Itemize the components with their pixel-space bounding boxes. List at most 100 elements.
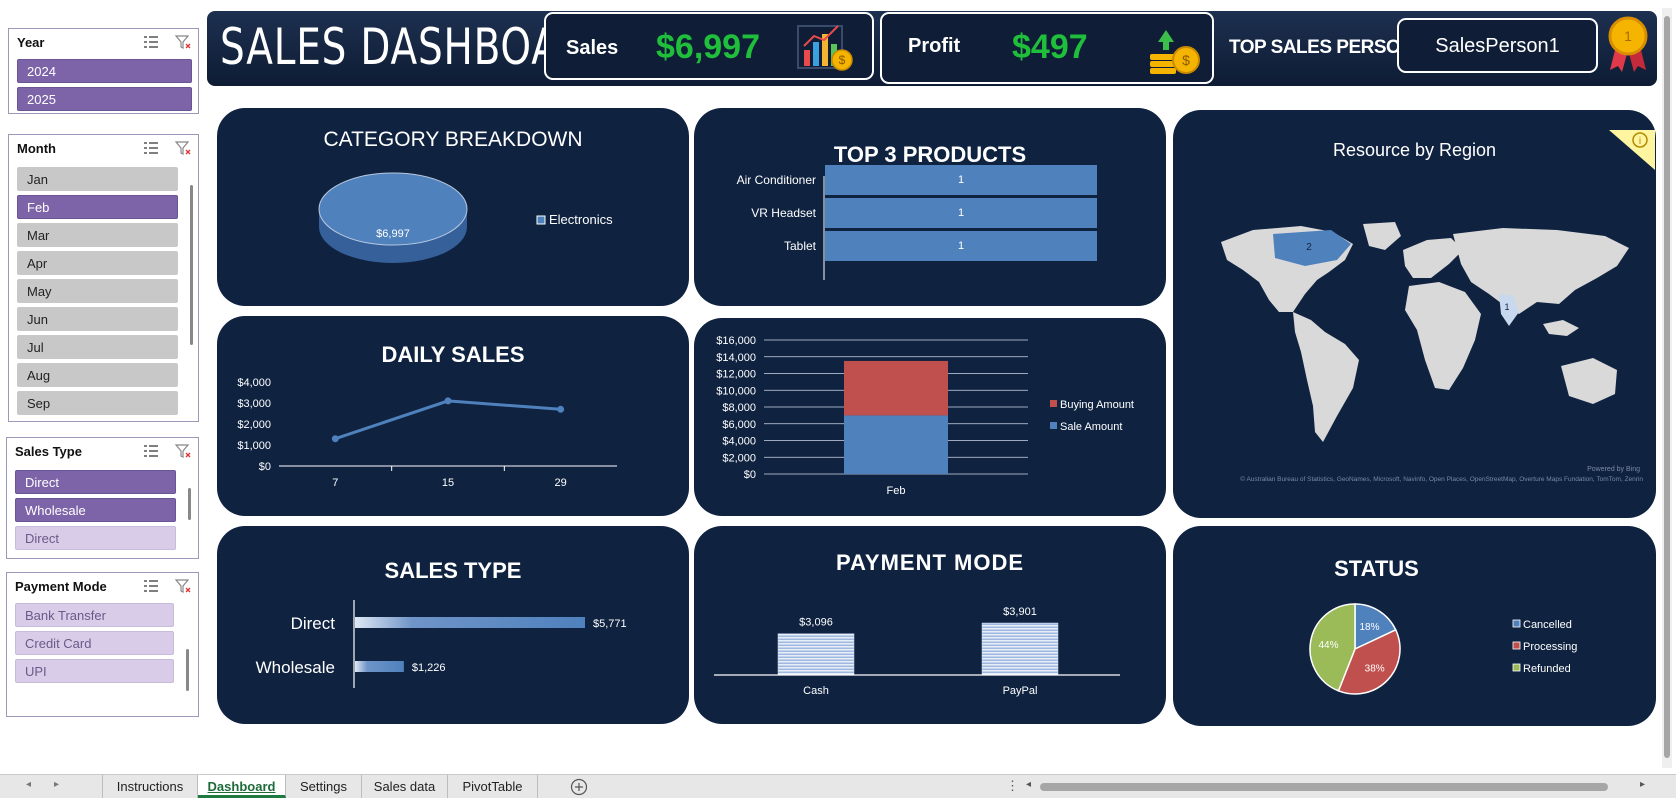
- bs-legend-label-1: Sale Amount: [1060, 421, 1122, 433]
- multi-select-icon[interactable]: [142, 33, 160, 51]
- sales-type-item-direct[interactable]: Direct: [15, 470, 176, 494]
- sales-type-item-wholesale[interactable]: Wholesale: [15, 498, 176, 522]
- clear-filter-icon[interactable]: [174, 442, 192, 460]
- payment-bar-0: [777, 633, 855, 676]
- month-item-apr[interactable]: Apr: [17, 251, 178, 275]
- status-slice-label-1: 38%: [1365, 663, 1385, 674]
- category-breakdown-panel: CATEGORY BREAKDOWN $6,997 Electronics: [217, 108, 689, 306]
- region-map-title: Resource by Region: [1332, 140, 1497, 160]
- payment-mode-slicer: Payment Mode Bank Transfer Credit Card U…: [6, 572, 199, 717]
- sales-type-bar-label-0: $5,771: [593, 618, 627, 630]
- status-legend-label-0: Cancelled: [1523, 619, 1572, 631]
- payment-item-credit-card[interactable]: Credit Card: [15, 631, 174, 655]
- horizontal-scrollbar[interactable]: [1040, 783, 1608, 791]
- tab-pivottable[interactable]: PivotTable: [448, 775, 538, 798]
- month-item-aug[interactable]: Aug: [17, 363, 178, 387]
- region-map-panel: Resource by Region i 2 1 Powered by Bing…: [1173, 110, 1656, 518]
- svg-text:i: i: [1639, 136, 1641, 147]
- month-slicer-scrollbar[interactable]: [190, 185, 193, 345]
- status-title: STATUS: [1334, 556, 1419, 581]
- map-south-america: [1293, 312, 1359, 442]
- month-item-feb[interactable]: Feb: [17, 195, 178, 219]
- daily-sales-panel: DAILY SALES $0 $1,000 $2,000 $3,000 $4,000 7 1…: [217, 316, 689, 516]
- sales-kpi-card: Sales $6,997 $: [544, 12, 874, 80]
- coins-growth-icon: $: [1150, 30, 1200, 74]
- hscroll-left-arrow[interactable]: ◂: [1026, 779, 1032, 790]
- year-item-2025[interactable]: 2025: [17, 87, 192, 111]
- month-item-jul[interactable]: Jul: [17, 335, 178, 359]
- payment-category-1: PayPal: [1003, 685, 1038, 697]
- payment-bar-1: [981, 622, 1059, 676]
- daily-y-tick-4: $4,000: [237, 377, 271, 389]
- daily-y-tick-3: $3,000: [237, 398, 271, 410]
- tab-next-arrow[interactable]: ▸: [54, 779, 60, 790]
- sales-type-scrollbar[interactable]: [188, 488, 191, 520]
- tab-sales-data[interactable]: Sales data: [362, 775, 448, 798]
- daily-x-tick-1: 15: [442, 477, 454, 489]
- sales-type-bar-0: [355, 617, 585, 628]
- payment-item-upi[interactable]: UPI: [15, 659, 174, 683]
- map-india: [1499, 294, 1519, 326]
- bs-y-tick-6: $12,000: [716, 369, 756, 381]
- profit-kpi-value: $497: [1012, 28, 1088, 66]
- top3-category-0: Air Conditioner: [737, 173, 816, 187]
- top-products-title: TOP 3 PRODUCTS: [833, 142, 1027, 167]
- top-products-chart: 1 Air Conditioner 1 VR Headset 1 Tablet: [737, 165, 1097, 280]
- clear-filter-icon[interactable]: [174, 33, 192, 51]
- month-item-jan[interactable]: Jan: [17, 167, 178, 191]
- tab-instructions[interactable]: Instructions: [102, 775, 198, 798]
- daily-point-0: [331, 435, 339, 443]
- bs-y-tick-3: $6,000: [722, 419, 756, 431]
- top3-bar-label-0: 1: [958, 174, 964, 186]
- top3-category-2: Tablet: [784, 239, 817, 253]
- sales-type-bar-label-1: $1,226: [412, 662, 446, 674]
- vertical-scrollbar[interactable]: [1662, 8, 1672, 768]
- sales-type-item-direct-2[interactable]: Direct: [15, 526, 176, 550]
- clear-filter-icon[interactable]: [174, 577, 192, 595]
- info-icon[interactable]: i: [1609, 130, 1655, 170]
- payment-mode-scrollbar[interactable]: [186, 649, 189, 691]
- top-sales-person-card: SalesPerson1: [1397, 18, 1598, 73]
- month-slicer-title: Month: [17, 141, 56, 156]
- multi-select-icon[interactable]: [142, 442, 160, 460]
- month-item-may[interactable]: May: [17, 279, 178, 303]
- payment-category-0: Cash: [803, 685, 829, 697]
- sales-type-title: SALES TYPE: [384, 558, 522, 583]
- hscroll-right-arrow[interactable]: ▸: [1640, 779, 1646, 790]
- sales-kpi-value: $6,997: [656, 28, 760, 66]
- payment-mode-panel: PAYMENT MODE $3,096 Cash $3,901 PayPal: [694, 526, 1166, 724]
- category-legend-swatch: [536, 215, 546, 225]
- status-slice-refunded: [1309, 603, 1356, 692]
- status-legend-label-2: Refunded: [1523, 663, 1571, 675]
- status-panel: STATUS 18% 38% 44% Cancelled Processing Refu…: [1173, 526, 1656, 726]
- top-sales-person-label: TOP SALES PERSON: [1229, 37, 1414, 58]
- year-item-2024[interactable]: 2024: [17, 59, 192, 83]
- bs-y-tick-2: $4,000: [722, 436, 756, 448]
- payment-mode-slicer-title: Payment Mode: [15, 579, 107, 594]
- map-africa: [1405, 282, 1481, 390]
- month-item-mar[interactable]: Mar: [17, 223, 178, 247]
- multi-select-icon[interactable]: [142, 577, 160, 595]
- sales-type-chart: $5,771 Direct $1,226 Wholesale: [256, 600, 627, 688]
- daily-x-tick-2: 29: [555, 477, 567, 489]
- map-powered-by: Powered by Bing: [1587, 466, 1640, 473]
- top3-bar-1: [825, 198, 1097, 228]
- bs-bar-buying-amount: [844, 360, 948, 416]
- top3-category-1: VR Headset: [751, 206, 816, 220]
- month-item-sep[interactable]: Sep: [17, 391, 178, 415]
- tab-options-icon[interactable]: ⋮: [1006, 778, 1019, 793]
- add-sheet-icon[interactable]: [570, 778, 588, 796]
- payment-item-bank-transfer[interactable]: Bank Transfer: [15, 603, 174, 627]
- map-asia: [1453, 228, 1629, 314]
- multi-select-icon[interactable]: [142, 139, 160, 157]
- sales-type-slicer: Sales Type Direct Wholesale Direct: [6, 437, 199, 559]
- tab-settings[interactable]: Settings: [286, 775, 362, 798]
- tab-dashboard[interactable]: Dashboard: [198, 775, 286, 798]
- month-item-jun[interactable]: Jun: [17, 307, 178, 331]
- map-label-india: 1: [1504, 302, 1509, 312]
- status-legend-label-1: Processing: [1523, 641, 1577, 653]
- tab-prev-arrow[interactable]: ◂: [26, 779, 32, 790]
- sheet-tab-bar: ◂ ▸ Instructions Dashboard Settings Sale…: [0, 774, 1676, 798]
- medal-number: 1: [1624, 28, 1632, 44]
- clear-filter-icon[interactable]: [174, 139, 192, 157]
